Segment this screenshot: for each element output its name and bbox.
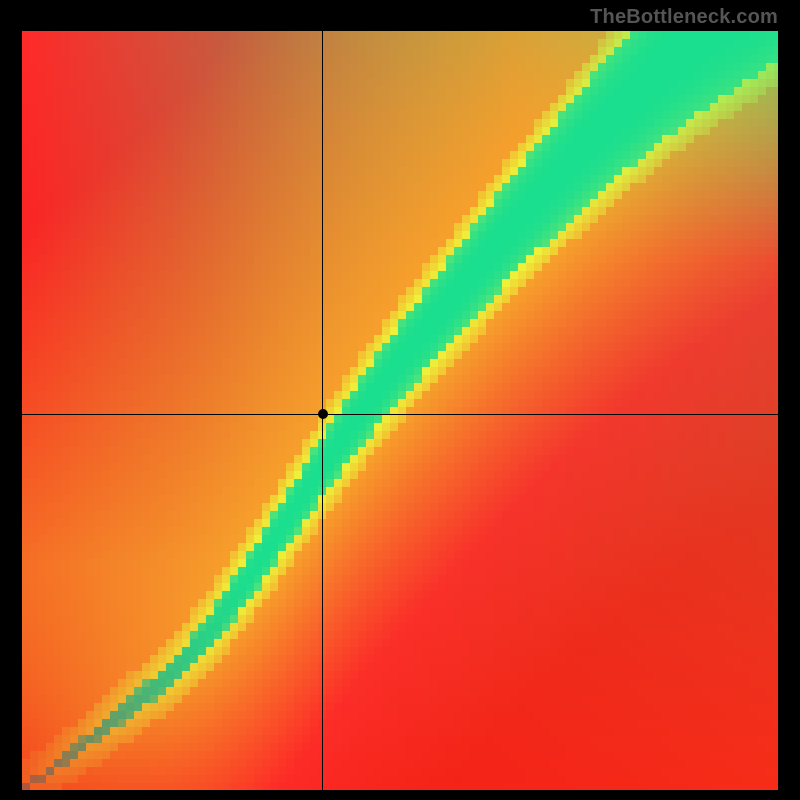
chart-container: TheBottleneck.com [0, 0, 800, 800]
watermark-text: TheBottleneck.com [590, 6, 778, 29]
bottleneck-heatmap [22, 31, 778, 790]
crosshair-horizontal [22, 414, 778, 415]
